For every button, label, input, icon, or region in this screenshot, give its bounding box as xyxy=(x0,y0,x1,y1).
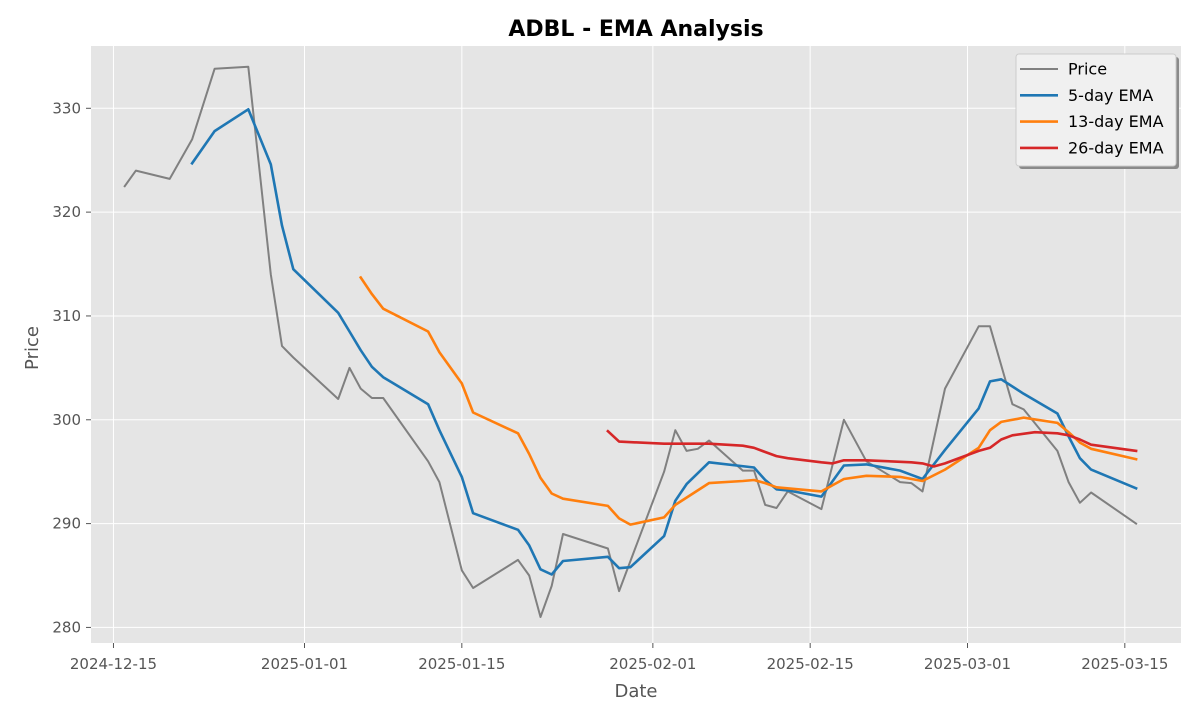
legend: Price 5-day EMA 13-day EMA 26-day EMA xyxy=(1015,53,1179,169)
price-line xyxy=(123,65,1138,618)
legend-box xyxy=(1015,53,1177,167)
y-tick-label: 290 xyxy=(52,515,81,533)
5-day-ema-line xyxy=(190,108,1138,576)
26-day-ema-line xyxy=(606,429,1138,468)
x-axis-ticks: 2024-12-15 2025-01-01 2025-01-15 2025-02-01… xyxy=(70,643,1168,673)
y-axis-ticks: 280 290 300 310 320 330 xyxy=(52,99,91,636)
chart-title: ADBL - EMA Analysis xyxy=(508,17,763,42)
x-tick-label: 2025-01-01 xyxy=(261,655,348,673)
x-tick-label: 2025-01-15 xyxy=(418,655,505,673)
legend-label-5-day-ema: 5-day EMA xyxy=(1068,86,1153,105)
y-tick-label: 300 xyxy=(52,411,81,429)
x-tick-label: 2025-03-01 xyxy=(924,655,1011,673)
legend-label-26-day-ema: 26-day EMA xyxy=(1068,138,1164,157)
series-lines xyxy=(123,65,1138,618)
y-axis-label: Price xyxy=(22,326,43,370)
y-tick-label: 330 xyxy=(52,99,81,117)
x-tick-label: 2024-12-15 xyxy=(70,655,157,673)
y-tick-label: 320 xyxy=(52,203,81,221)
13-day-ema-line xyxy=(358,275,1138,526)
x-axis-label: Date xyxy=(614,681,657,702)
x-tick-label: 2025-03-15 xyxy=(1081,655,1168,673)
legend-label-price: Price xyxy=(1068,60,1107,79)
x-tick-label: 2025-02-15 xyxy=(767,655,854,673)
x-tick-label: 2025-02-01 xyxy=(609,655,696,673)
y-tick-label: 310 xyxy=(52,307,81,325)
y-tick-label: 280 xyxy=(52,618,81,636)
grid-lines xyxy=(91,46,1181,643)
legend-label-13-day-ema: 13-day EMA xyxy=(1068,112,1164,131)
